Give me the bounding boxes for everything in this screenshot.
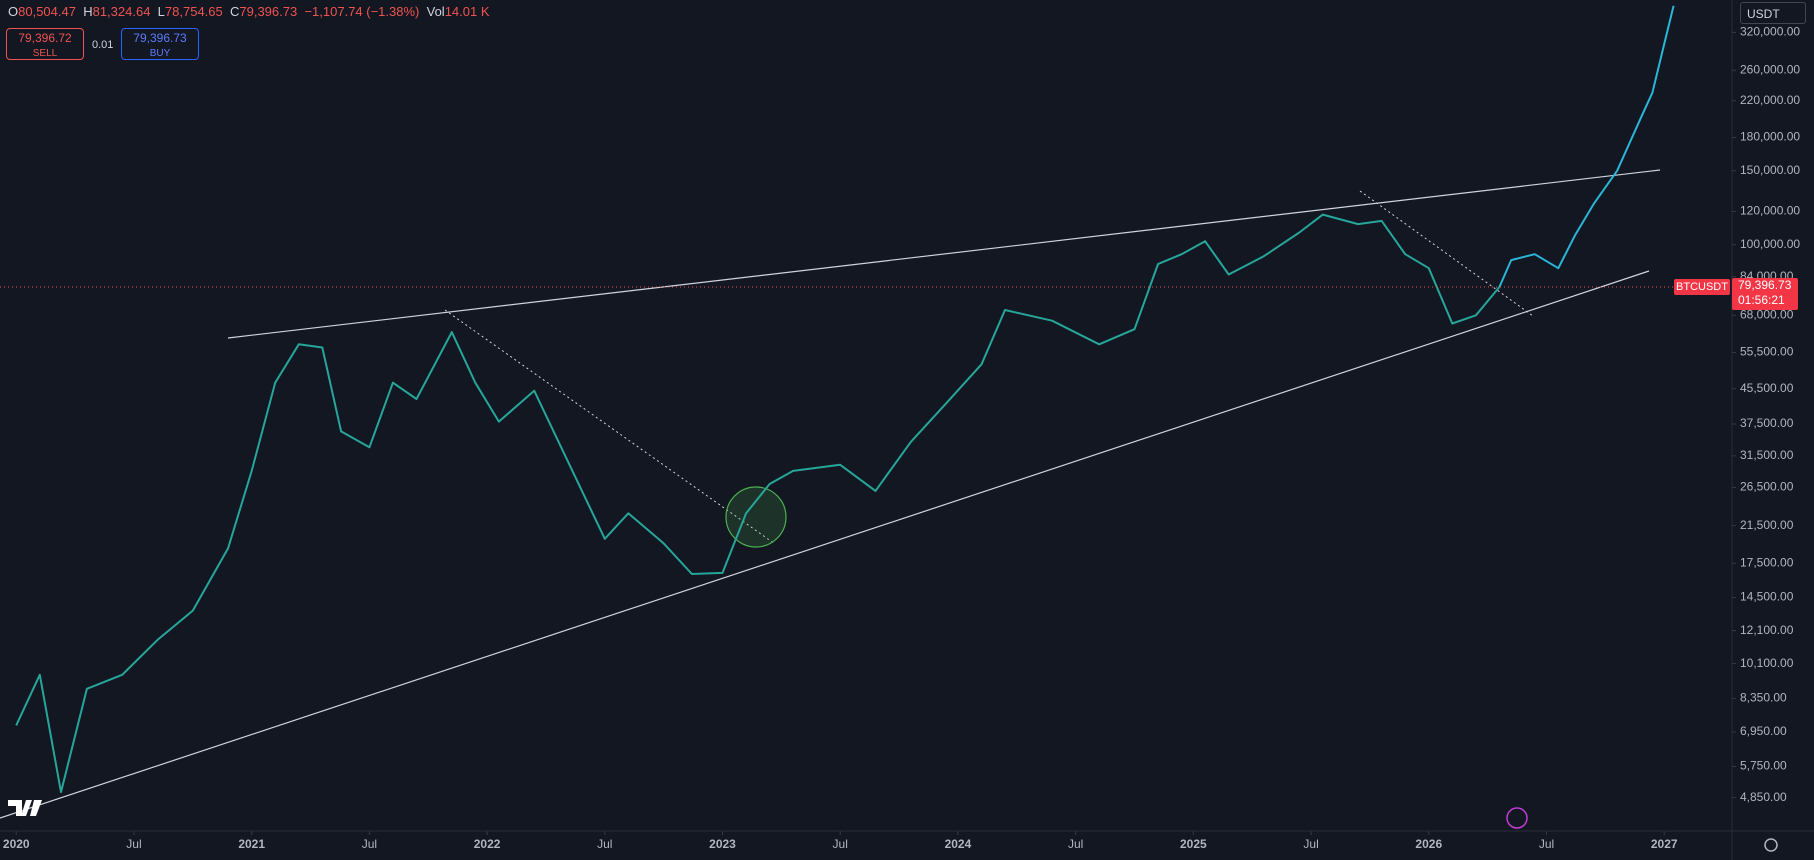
highlight-circle: [725, 486, 787, 548]
buy-price: 79,396.73: [133, 31, 187, 45]
y-tick-label: 10,100.00: [1740, 656, 1794, 670]
tradingview-logo: [8, 800, 42, 816]
x-tick-label: 2027: [1651, 837, 1678, 851]
currency-select[interactable]: USDT: [1740, 2, 1806, 24]
y-tick-label: 26,500.00: [1740, 480, 1794, 494]
y-tick-label: 8,350.00: [1740, 691, 1787, 705]
settings-icon[interactable]: [1764, 838, 1778, 852]
sell-label: SELL: [32, 48, 58, 59]
trendline: [227, 169, 1661, 339]
x-tick-label: Jul: [1539, 837, 1554, 851]
y-tick-label: 4,850.00: [1740, 790, 1787, 804]
x-tick-label: 2025: [1180, 837, 1207, 851]
y-tick-label: 5,750.00: [1740, 759, 1787, 773]
buy-button[interactable]: 79,396.73 BUY: [121, 28, 199, 60]
buy-label: BUY: [149, 48, 171, 59]
dotted-trendline: [444, 309, 776, 545]
x-tick-label: 2026: [1415, 837, 1442, 851]
sell-button[interactable]: 79,396.72 SELL: [6, 28, 84, 60]
ohlc-key: C: [229, 4, 240, 19]
ohlc-value: 80,504.47: [18, 4, 76, 19]
ohlc-key: O: [8, 4, 19, 19]
ohlc-key: H: [83, 4, 93, 19]
trendline: [0, 270, 1650, 819]
ohlc-value: 79,396.73: [239, 4, 298, 19]
drawings: [0, 169, 1661, 819]
y-tick-label: 12,100.00: [1740, 623, 1794, 637]
x-tick-label: 2021: [238, 837, 265, 851]
y-tick-label: 100,000.00: [1740, 237, 1800, 251]
y-tick-label: 55,500.00: [1740, 345, 1794, 359]
x-tick-label: Jul: [833, 837, 848, 851]
x-tick-label: 2022: [474, 837, 501, 851]
x-tick-label: Jul: [1303, 837, 1318, 851]
currency: USDT: [1747, 7, 1780, 21]
price-line: [1498, 5, 1675, 288]
ohlc-header: O80,504.47 H81,324.64 L78,754.65 C79,396…: [8, 4, 490, 19]
spread: 0.01: [92, 39, 114, 51]
x-tick-label: Jul: [597, 837, 612, 851]
y-tick-label: 21,500.00: [1740, 518, 1794, 532]
ohlc-key: Vol: [426, 4, 445, 19]
y-tick-label: 45,500.00: [1740, 381, 1794, 395]
x-tick-label: Jul: [362, 837, 377, 851]
ohlc-value: 14.01 K: [444, 4, 490, 19]
symbol-tag: [1674, 278, 1730, 295]
ohlc-key: L: [157, 4, 165, 19]
price-line: [15, 213, 1501, 794]
y-tick-label: 31,500.00: [1740, 448, 1794, 462]
dotted-trendline: [1359, 190, 1534, 317]
lightning-icon[interactable]: [1506, 807, 1528, 829]
x-tick-label: 2020: [3, 837, 30, 851]
y-tick-label: 37,500.00: [1740, 416, 1794, 430]
price-label: 79,396.73: [1738, 278, 1792, 292]
y-tick-label: 320,000.00: [1740, 25, 1800, 39]
y-tick-label: 150,000.00: [1740, 163, 1800, 177]
x-tick-label: Jul: [1068, 837, 1083, 851]
countdown-label: 01:56:21: [1738, 293, 1785, 307]
price-tag: [1732, 277, 1798, 310]
x-tick-label: 2024: [945, 837, 972, 851]
ohlc-change: −1,107.74 (−1.38%): [304, 4, 420, 19]
y-tick-label: 220,000.00: [1740, 93, 1800, 107]
y-tick-label: 6,950.00: [1740, 724, 1787, 738]
ohlc-value: 81,324.64: [92, 4, 151, 19]
y-tick-label: 180,000.00: [1740, 130, 1800, 144]
x-tick-label: 2023: [709, 837, 736, 851]
y-tick-label: 120,000.00: [1740, 204, 1800, 218]
x-tick-label: Jul: [126, 837, 141, 851]
y-tick-label: 14,500.00: [1740, 590, 1794, 604]
symbol-label: BTCUSDT: [1676, 281, 1728, 293]
y-tick-label: 17,500.00: [1740, 555, 1794, 569]
ohlc-value: 78,754.65: [164, 4, 223, 19]
y-tick-label: 68,000.00: [1740, 307, 1794, 321]
y-tick-label: 260,000.00: [1740, 62, 1800, 76]
sell-price: 79,396.72: [18, 31, 72, 45]
